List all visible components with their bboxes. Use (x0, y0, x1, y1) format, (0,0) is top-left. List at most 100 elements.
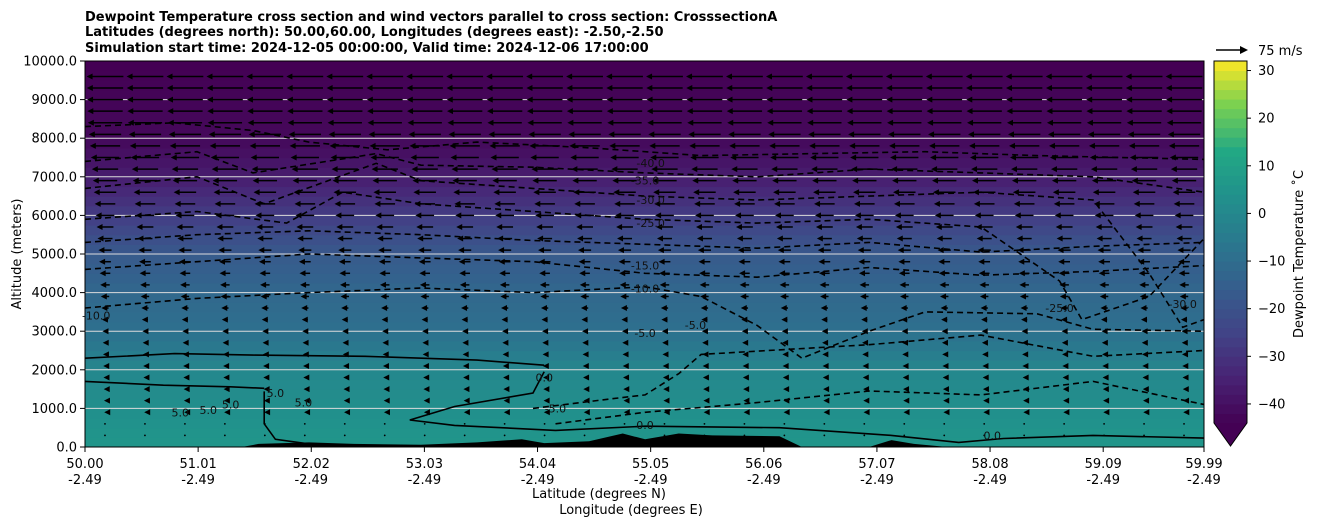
wind-vector-head (1022, 374, 1029, 381)
wind-vector (344, 409, 351, 416)
wind-vector-head (942, 386, 949, 393)
wind-vector-head (379, 270, 386, 277)
wind-vector (213, 189, 237, 196)
wind-vector (1101, 328, 1108, 335)
wind-vector-head (1086, 108, 1093, 115)
wind-vector (1134, 212, 1154, 219)
wind-vector-head (848, 131, 855, 138)
wind-vector (855, 223, 873, 230)
wind-vector (1054, 212, 1074, 219)
wind-vector (1062, 386, 1069, 393)
wind-vector (490, 154, 519, 161)
wind-vector (659, 270, 670, 277)
wind-vector (223, 386, 230, 393)
wind-vector-head (422, 362, 429, 369)
wind-vector (262, 339, 269, 346)
wind-vector-head (537, 235, 544, 242)
wind-vector-head (943, 409, 950, 416)
wind-vector-head (982, 351, 989, 358)
wind-vector (976, 235, 992, 242)
wind-vector (541, 316, 548, 323)
wind-vector (815, 223, 833, 230)
x-tick-label-lat: 59.09 (1085, 457, 1122, 472)
wind-vector-head (166, 73, 173, 80)
wind-vector-head (101, 305, 108, 312)
wind-vector (260, 281, 270, 288)
wind-vector (206, 96, 243, 103)
contour-label: -15.0 (631, 259, 659, 272)
wind-vector-head (527, 119, 534, 126)
wind-vector-head (726, 96, 733, 103)
field-band (85, 350, 1204, 361)
wind-vector (423, 397, 430, 404)
wind-vector-head (783, 386, 790, 393)
wind-vector-head (782, 362, 789, 369)
wind-vector (497, 235, 513, 242)
wind-vector-head (212, 177, 219, 184)
wind-vector-head (1143, 409, 1150, 416)
wind-vector (931, 166, 958, 173)
wind-vector (580, 305, 589, 312)
wind-vector-head (296, 223, 303, 230)
wind-vector-head (735, 212, 742, 219)
wind-vector (980, 293, 989, 300)
wind-vector (1021, 316, 1028, 323)
wind-vector (816, 235, 832, 242)
wind-vector-head (689, 142, 696, 149)
y-tick-label: 10000.0 (23, 55, 77, 70)
wind-vector-head (460, 293, 467, 300)
wind-vector-head (649, 142, 656, 149)
wind-vector (258, 247, 272, 254)
wind-vector-head (616, 223, 623, 230)
wind-vector-head (379, 281, 386, 288)
wind-vector (421, 316, 428, 323)
wind-vector-head (1181, 339, 1188, 346)
wind-vector (898, 270, 910, 277)
contour-label: 5.0 (295, 396, 313, 409)
wind-vector-head (289, 142, 296, 149)
wind-vector-head (206, 85, 213, 92)
wind-vector-head (1052, 189, 1059, 196)
wind-vector (342, 351, 349, 358)
colorbar-tick-label: −20 (1258, 302, 1285, 317)
colorbar-segment (1214, 232, 1247, 243)
wind-vector-head (1085, 73, 1092, 80)
wind-vector-head (407, 119, 414, 126)
wind-vector-head (583, 374, 590, 381)
wind-vector (382, 339, 389, 346)
wind-vector-head (1127, 131, 1134, 138)
wind-vector (1057, 247, 1071, 254)
wind-vector-head (423, 374, 430, 381)
wind-vector (583, 422, 586, 425)
wind-vector (488, 131, 521, 138)
wind-vector-head (249, 142, 256, 149)
wind-vector-head (1091, 177, 1098, 184)
contour-line (85, 191, 1204, 321)
wind-vector (1052, 189, 1076, 196)
wind-vector-head (1182, 374, 1189, 381)
wind-vector-head (264, 409, 271, 416)
wind-vector (366, 96, 403, 103)
wind-vector-head (569, 142, 576, 149)
contour-label: -10.0 (631, 283, 659, 296)
wind-vector (334, 200, 356, 207)
wind-vector (252, 177, 278, 184)
wind-vectors (86, 73, 1203, 437)
colorbar-segment (1214, 137, 1247, 148)
wind-vector (183, 397, 190, 404)
wind-vector-head (259, 270, 266, 277)
wind-vector (662, 374, 669, 381)
wind-vector-head (903, 386, 910, 393)
wind-vector (367, 108, 403, 115)
wind-vector-head (606, 108, 613, 115)
wind-vector (1046, 96, 1083, 103)
wind-vector (100, 293, 110, 300)
wind-vector (623, 397, 630, 404)
wind-vector (526, 108, 563, 115)
wind-vector (782, 351, 789, 358)
wind-vector-head (1021, 328, 1028, 335)
wind-vector (1172, 189, 1196, 196)
wind-vector-head (821, 328, 828, 335)
wind-vector (326, 96, 363, 103)
wind-vector (1177, 247, 1191, 254)
